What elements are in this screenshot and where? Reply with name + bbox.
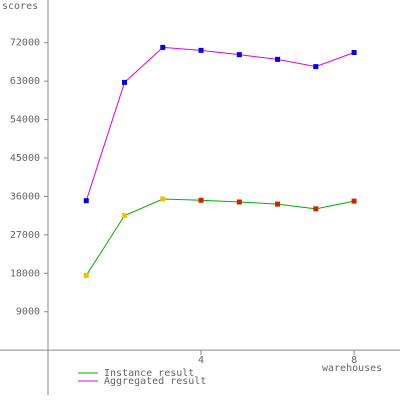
point xyxy=(236,199,242,205)
legend-label: Aggregated result xyxy=(104,376,206,387)
series-line xyxy=(85,198,355,276)
y-tick-label: 72000 xyxy=(10,38,40,49)
point xyxy=(83,272,89,278)
point xyxy=(275,201,281,207)
point xyxy=(198,197,204,203)
point xyxy=(275,56,281,62)
y-tick-label: 45000 xyxy=(10,153,40,164)
y-tick-label: 18000 xyxy=(10,268,40,279)
point xyxy=(198,47,204,53)
series-line xyxy=(85,46,355,201)
y-tick-label: 63000 xyxy=(10,76,40,87)
y-tick-label: 36000 xyxy=(10,191,40,202)
point xyxy=(122,79,128,85)
point xyxy=(83,198,89,204)
point xyxy=(351,198,357,204)
point xyxy=(160,196,166,202)
point xyxy=(313,206,319,212)
point xyxy=(122,213,128,219)
y-axis-label: scores xyxy=(2,1,38,12)
point xyxy=(351,50,357,56)
x-tick-label: 8 xyxy=(351,355,357,366)
point xyxy=(236,52,242,58)
x-tick-label: 4 xyxy=(198,355,204,366)
y-tick-label: 27000 xyxy=(10,230,40,241)
legend-label: Instance result xyxy=(104,368,194,379)
x-axis-label: warehouses xyxy=(322,363,382,374)
y-tick-label: 9000 xyxy=(16,307,40,318)
y-tick-label: 54000 xyxy=(10,115,40,126)
point xyxy=(160,44,166,50)
point xyxy=(313,64,319,70)
